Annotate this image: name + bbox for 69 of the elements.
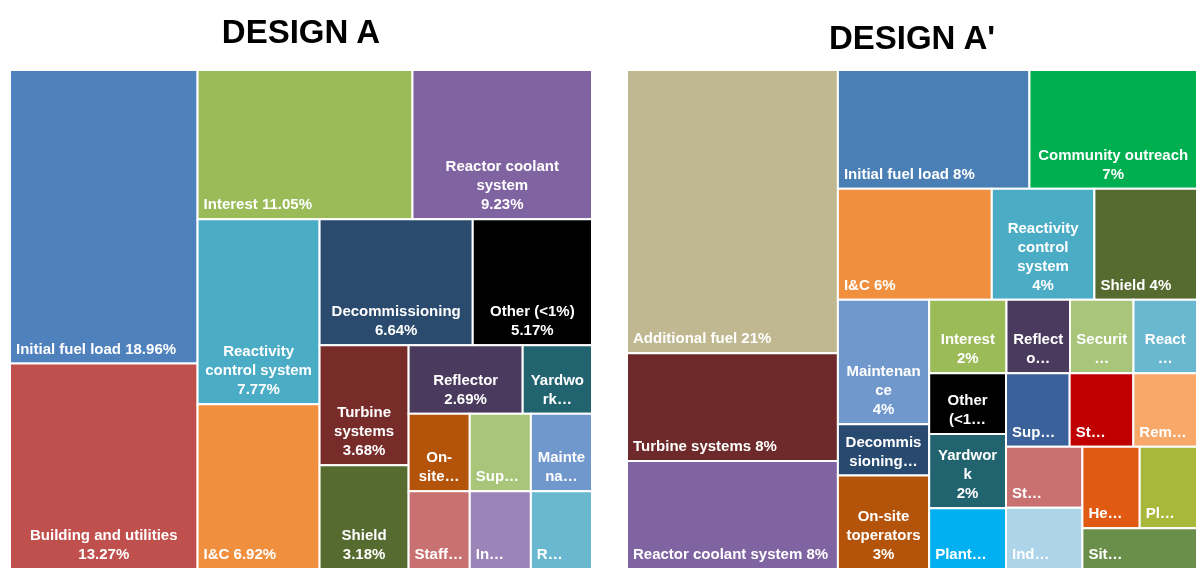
data-label: 2%	[956, 483, 979, 503]
data-label: 8%	[806, 544, 829, 563]
category-label: In…	[475, 544, 505, 563]
data-label: 11.05%	[261, 194, 312, 214]
category-label: Reactor coolant system	[444, 156, 560, 195]
category-label: Turbine systems	[333, 402, 396, 441]
category-label: Rem…	[1139, 421, 1187, 441]
category-label: Reactivity control system	[204, 341, 313, 380]
category-label: Shield	[341, 525, 387, 544]
category-label: Sup…	[475, 466, 520, 486]
text: DESIGN A'	[828, 19, 996, 56]
category-label: St…	[1011, 482, 1042, 502]
category-label: Staff…	[414, 544, 463, 563]
data-label: 9.23%	[480, 194, 524, 214]
category-label: I&C	[843, 274, 870, 294]
category-label: On-site…	[417, 447, 461, 486]
data-label: 4%	[872, 399, 895, 419]
category-label: Shield	[1100, 274, 1146, 294]
category-label: Other (<1…	[946, 390, 989, 429]
data-label: 21%	[741, 328, 772, 348]
category-label: React…	[1143, 329, 1187, 368]
data-label: 3.18%	[342, 544, 386, 563]
data-label: 8%	[755, 436, 777, 456]
category-label: St…	[1075, 421, 1106, 441]
category-label: Securit…	[1075, 329, 1128, 368]
data-label: 18.96%	[125, 338, 177, 358]
data-label: 4%	[1032, 274, 1054, 294]
data-label: 7.77%	[237, 379, 280, 399]
category-label: Pl…	[1145, 503, 1175, 523]
category-label: Additional fuel	[633, 328, 738, 348]
category-label: On-site toperators	[845, 506, 922, 544]
data-label: 7%	[1102, 163, 1125, 183]
category-label: Maintenance	[845, 361, 922, 400]
category-label: Decommissioning	[331, 301, 461, 321]
category-label: Decommissioning…	[844, 431, 923, 470]
category-label: R…	[536, 544, 563, 563]
category-label: Reactivity control system	[1006, 217, 1080, 275]
category-label: Ind…	[1011, 544, 1050, 563]
data-label: 3%	[872, 544, 895, 563]
text: DESIGN A	[221, 13, 381, 50]
category-label: Maintena…	[536, 447, 586, 486]
data-label: 3.68%	[342, 440, 386, 460]
category-label: Other (<1%)	[490, 301, 575, 321]
data-label: 6.64%	[374, 320, 418, 340]
category-label: Reactor coolant system	[633, 544, 803, 563]
data-label: 8%	[953, 163, 975, 183]
category-label: Community outreach	[1038, 144, 1189, 164]
category-label: Interest	[940, 329, 995, 349]
category-label: He…	[1088, 503, 1123, 523]
category-label: I&C	[203, 544, 230, 563]
data-label: 2%	[956, 348, 979, 368]
category-label: Sit…	[1088, 544, 1123, 563]
data-label: 5.17%	[511, 320, 554, 340]
category-label: Yardwork…	[529, 369, 585, 408]
category-label: Reflector	[433, 369, 499, 389]
category-label: Plant…	[935, 544, 987, 563]
category-label: Turbine systems	[633, 436, 752, 456]
data-label: 6%	[873, 274, 896, 294]
category-label: Initial fuel load	[16, 338, 122, 358]
category-label: Building and utilities	[30, 525, 178, 544]
data-label: 2.69%	[444, 388, 487, 408]
category-label: Interest	[203, 194, 258, 214]
category-label: Initial fuel load	[843, 163, 949, 183]
data-label: 4%	[1149, 274, 1172, 294]
category-label: Reflecto…	[1012, 329, 1064, 368]
category-label: Sup…	[1011, 421, 1056, 441]
data-label: 6.92%	[233, 544, 277, 563]
data-label: 13.27%	[78, 544, 130, 563]
category-label: Yardwork	[937, 445, 999, 484]
